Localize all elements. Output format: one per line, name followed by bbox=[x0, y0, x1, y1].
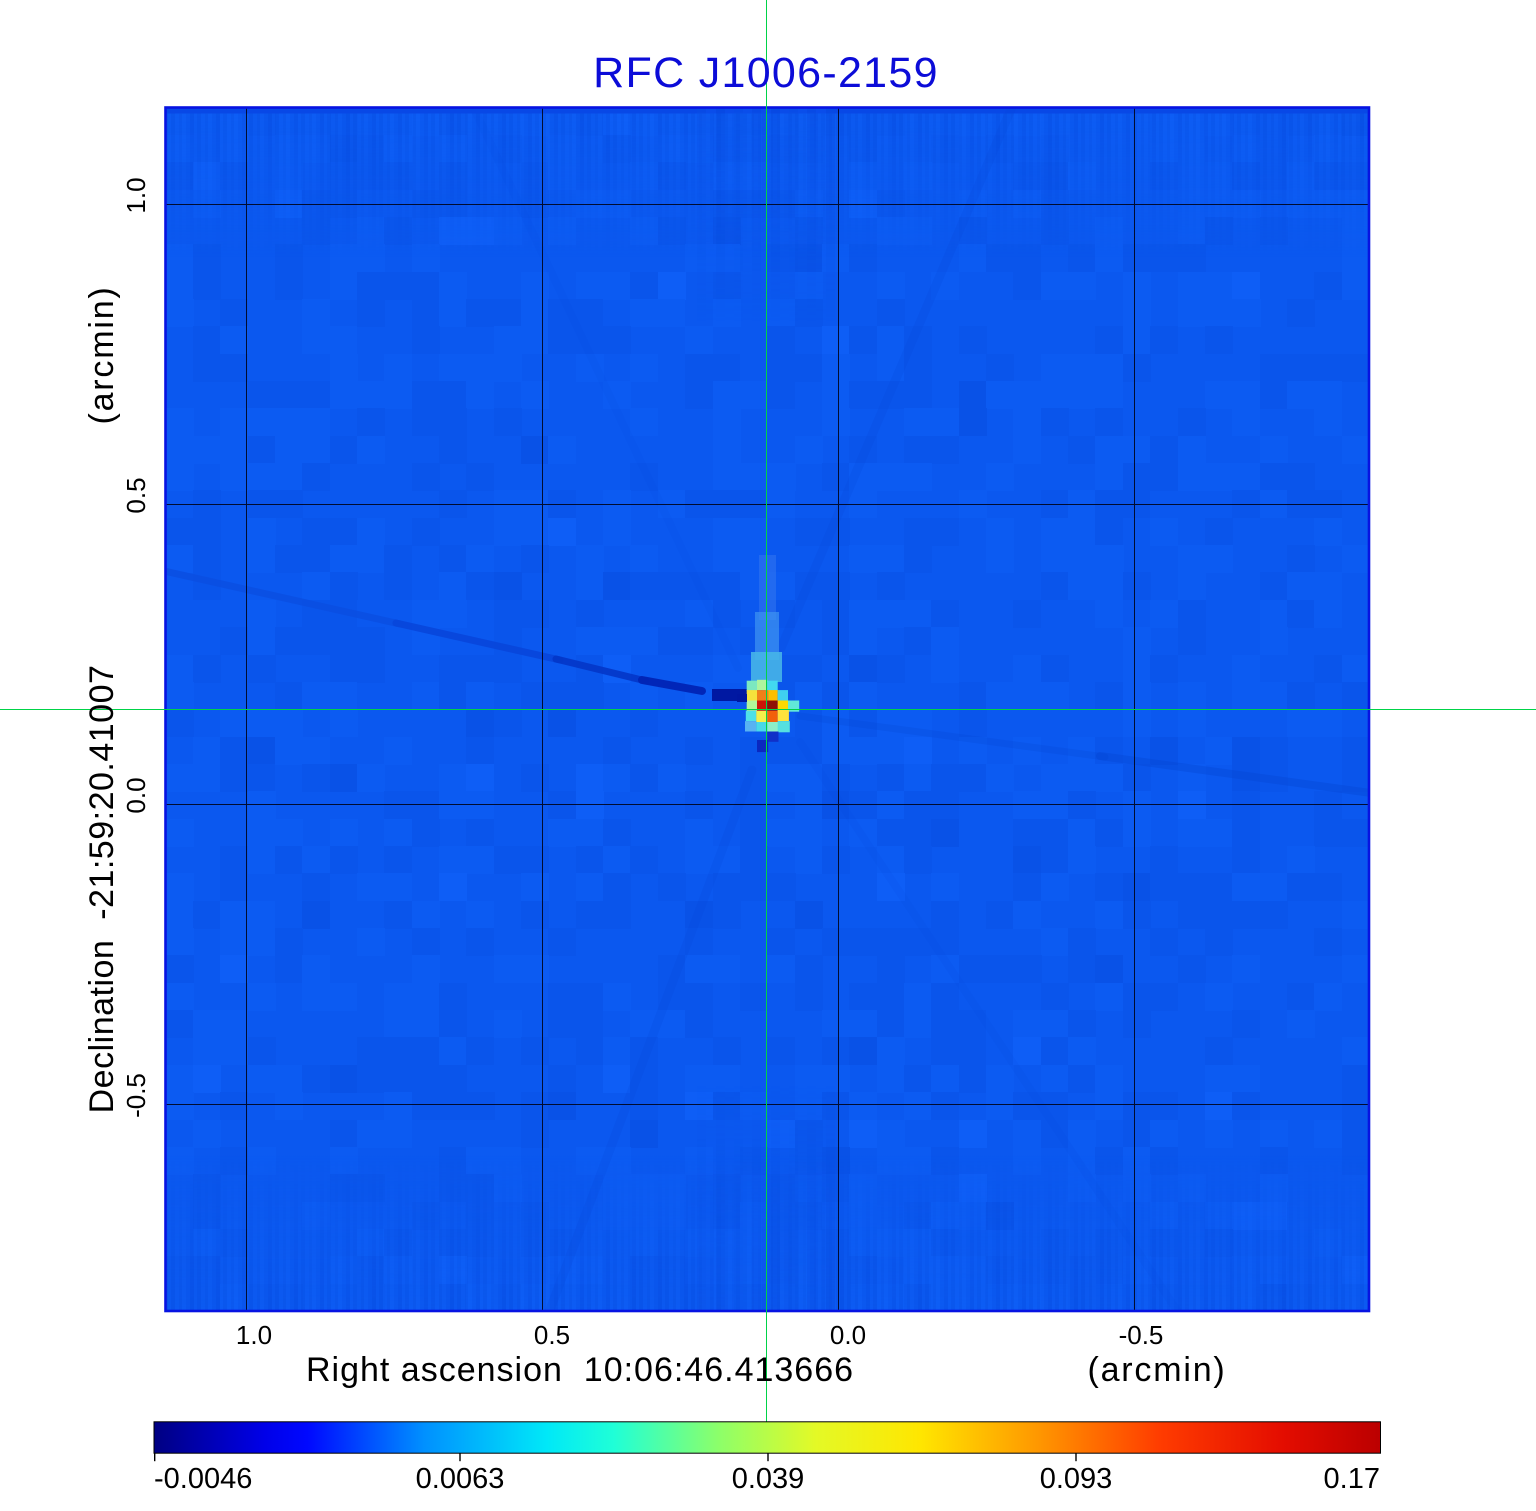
svg-text:-0.0046: -0.0046 bbox=[154, 1463, 252, 1495]
svg-text:-0.5: -0.5 bbox=[1119, 1320, 1164, 1350]
svg-text:0.17: 0.17 bbox=[1324, 1463, 1380, 1495]
svg-text:0.5: 0.5 bbox=[534, 1320, 570, 1350]
svg-text:0.093: 0.093 bbox=[1040, 1463, 1113, 1495]
svg-text:(arcmin): (arcmin) bbox=[1087, 1351, 1226, 1389]
svg-text:Right ascension 10:06:46.4136: Right ascension 10:06:46.413666 bbox=[306, 1351, 854, 1389]
svg-text:0.0: 0.0 bbox=[121, 777, 151, 813]
svg-text:0.0063: 0.0063 bbox=[416, 1463, 505, 1495]
svg-text:-0.5: -0.5 bbox=[121, 1073, 151, 1118]
svg-text:0.039: 0.039 bbox=[732, 1463, 805, 1495]
svg-text:Declination -21:59:20.41007: Declination -21:59:20.41007 bbox=[83, 665, 121, 1114]
svg-text:1.0: 1.0 bbox=[236, 1320, 272, 1350]
svg-text:1.0: 1.0 bbox=[121, 177, 151, 213]
svg-text:0.0: 0.0 bbox=[830, 1320, 866, 1350]
svg-text:0.5: 0.5 bbox=[121, 477, 151, 513]
svg-text:(arcmin): (arcmin) bbox=[83, 285, 121, 424]
svg-text:RFC J1006-2159: RFC J1006-2159 bbox=[593, 49, 939, 97]
